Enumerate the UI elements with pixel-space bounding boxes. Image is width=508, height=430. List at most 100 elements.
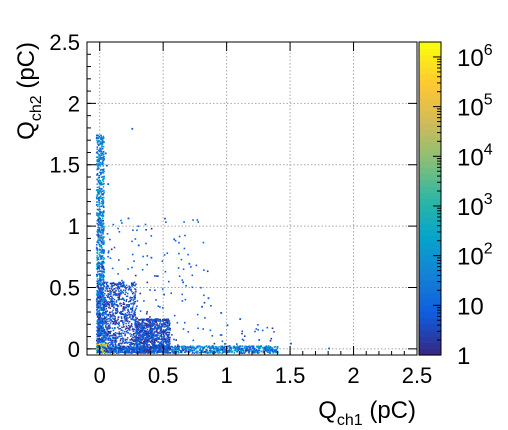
heatmap-cell — [257, 345, 259, 347]
heatmap-cell — [98, 318, 100, 320]
heatmap-cell — [132, 334, 135, 336]
heatmap-cell — [96, 173, 99, 175]
heatmap-cell — [136, 320, 138, 323]
heatmap-cell — [222, 348, 225, 350]
heatmap-cell — [110, 319, 113, 321]
heatmap-cell — [118, 328, 120, 330]
heatmap-cell — [187, 331, 190, 333]
heatmap-cell — [138, 332, 141, 334]
heatmap-cell — [103, 262, 105, 264]
heatmap-cell — [163, 324, 165, 326]
heatmap-cell — [105, 310, 107, 313]
color-bar-segment — [419, 198, 441, 206]
heatmap-cell — [125, 330, 128, 333]
heatmap-cell — [99, 222, 102, 225]
heatmap-cell — [135, 290, 137, 293]
heatmap-cell — [134, 347, 137, 350]
heatmap-cell — [115, 323, 117, 325]
heatmap-cell — [112, 334, 114, 336]
heatmap-cell — [149, 348, 151, 350]
heatmap-cell — [159, 326, 162, 329]
heatmap-cell — [117, 318, 119, 321]
heatmap-cell — [269, 350, 271, 353]
heatmap-cell — [118, 294, 121, 297]
heatmap-cell — [203, 347, 205, 349]
heatmap-cell — [101, 136, 104, 139]
heatmap-cell — [109, 349, 112, 351]
heatmap-cell — [100, 135, 103, 138]
heatmap-cell — [231, 351, 233, 354]
heatmap-cell — [200, 346, 202, 348]
heatmap-cell — [125, 347, 128, 350]
heatmap-cell — [176, 345, 179, 348]
heatmap-cell — [96, 259, 99, 261]
heatmap-cell — [96, 141, 99, 144]
heatmap-cell — [99, 270, 102, 272]
heatmap-cell — [99, 147, 102, 150]
heatmap-cell — [152, 342, 155, 345]
heatmap-cell — [141, 326, 144, 328]
heatmap-cell — [257, 347, 260, 350]
heatmap-cell — [129, 339, 131, 341]
heatmap-cell — [138, 348, 141, 350]
heatmap-cell — [96, 195, 99, 197]
heatmap-cell — [108, 318, 110, 320]
color-bar-segment — [419, 248, 441, 256]
heatmap-cell — [150, 227, 153, 230]
heatmap-cell — [150, 324, 153, 326]
heatmap-cell — [101, 232, 103, 234]
heatmap-cell — [116, 336, 119, 339]
heatmap-cell — [232, 345, 235, 348]
heatmap-cell — [104, 313, 107, 315]
heatmap-cell — [111, 295, 113, 298]
heatmap-cell — [253, 350, 256, 352]
heatmap-cell — [169, 346, 171, 348]
heatmap-cell — [97, 346, 99, 349]
heatmap-cell — [100, 184, 102, 186]
heatmap-cell — [104, 331, 106, 333]
heatmap-cell — [118, 333, 121, 336]
heatmap-cell — [100, 274, 102, 276]
heatmap-cell — [167, 346, 170, 349]
heatmap-cell — [170, 348, 173, 351]
heatmap-cell — [102, 326, 104, 328]
heatmap-cell — [187, 253, 189, 256]
heatmap-cell — [145, 340, 147, 343]
heatmap-cell — [103, 332, 105, 335]
heatmap-cell — [139, 331, 141, 333]
heatmap-cell — [139, 336, 141, 338]
heatmap-cell — [100, 197, 103, 199]
heatmap-cell — [134, 321, 137, 323]
heatmap-cell — [119, 345, 121, 347]
heatmap-cell — [156, 335, 159, 337]
heatmap-cell — [124, 293, 126, 296]
heatmap-cell — [185, 350, 188, 352]
heatmap-cell — [100, 146, 103, 148]
heatmap-cell — [100, 200, 103, 203]
heatmap-cell — [101, 290, 103, 293]
heatmap-cell — [119, 293, 121, 296]
heatmap-cell — [98, 186, 100, 188]
heatmap-cell — [156, 319, 159, 322]
heatmap-cell — [135, 351, 137, 353]
heatmap-cell — [150, 336, 153, 339]
heatmap-cell — [168, 348, 171, 350]
heatmap-cell — [131, 346, 134, 349]
heatmap-cell — [139, 342, 142, 344]
heatmap-cell — [246, 347, 249, 350]
heatmap-cell — [100, 262, 102, 264]
heatmap-cell — [174, 345, 177, 347]
heatmap-cell — [161, 323, 163, 325]
heatmap-cell — [144, 350, 147, 353]
heatmap-cell — [96, 134, 98, 137]
heatmap-cell — [118, 282, 120, 284]
heatmap-cell — [99, 243, 101, 246]
heatmap-cell — [102, 135, 105, 138]
heatmap-cell — [112, 346, 115, 348]
heatmap-cell — [144, 324, 147, 327]
heatmap-cell — [143, 338, 146, 341]
heatmap-cell — [173, 314, 176, 317]
heatmap-cell — [165, 221, 167, 223]
heatmap-cell — [183, 221, 185, 223]
heatmap-cell — [160, 327, 163, 329]
